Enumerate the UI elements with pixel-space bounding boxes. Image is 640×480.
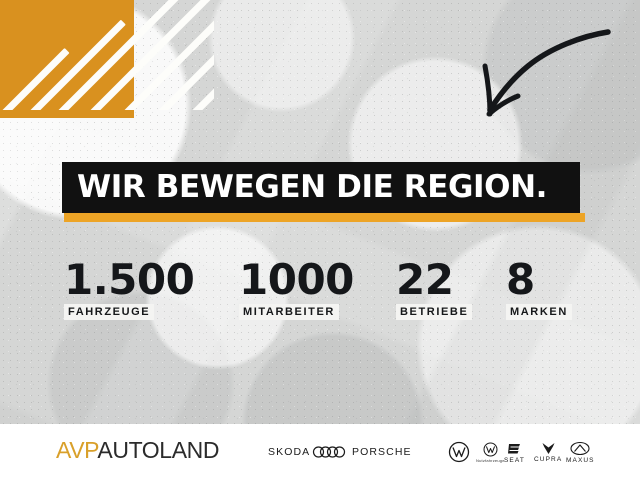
stat-label: MARKEN	[506, 304, 572, 320]
stats-row: 1.500 FAHRZEUGE 1000 MITARBEITER 22 BETR…	[64, 258, 584, 328]
stripe	[55, 0, 181, 110]
skoda-wordmark: SKODA	[268, 446, 311, 458]
stat-number: 22	[396, 255, 454, 304]
stat-number: 1.500	[64, 255, 195, 304]
porsche-logo: PORSCHE	[352, 432, 412, 472]
maxus-wordmark: MAXUS	[566, 456, 595, 464]
stat-number: 8	[506, 255, 535, 304]
brand-logo-row: SKODA PORSCHE	[268, 432, 634, 472]
stat-label: MITARBEITER	[239, 304, 339, 320]
audi-rings-icon	[312, 432, 348, 472]
stat-item-mitarbeiter: 1000 MITARBEITER	[239, 258, 354, 320]
avp-logo-word: AUTOLAND	[97, 437, 220, 463]
stat-item-marken: 8 MARKEN	[506, 258, 572, 320]
headline-bar: WIR BEWEGEN DIE REGION.	[62, 162, 580, 213]
stripe	[0, 47, 70, 110]
stripe	[121, 0, 214, 110]
maxus-logo: MAXUS	[566, 432, 595, 472]
diagonal-stripes-decoration	[0, 0, 214, 110]
seat-logo: SEAT	[504, 432, 525, 472]
headline-text: WIR BEWEGEN DIE REGION.	[77, 169, 548, 205]
skoda-logo: SKODA	[268, 432, 310, 472]
volkswagen-logo-icon	[448, 432, 470, 472]
avp-logo-mark: AVP	[56, 437, 98, 463]
stat-label: BETRIEBE	[396, 304, 473, 320]
stat-item-betriebe: 22 BETRIEBE	[396, 255, 473, 320]
seat-wordmark: SEAT	[504, 456, 525, 464]
cupra-logo: CUPRA	[534, 432, 562, 472]
vw-nutzfahrzeuge-label: Nutzfahrzeuge	[476, 457, 505, 463]
volkswagen-nutzfahrzeuge-logo: Nutzfahrzeuge	[476, 432, 505, 472]
porsche-wordmark: PORSCHE	[352, 446, 412, 458]
stat-item-fahrzeuge: 1.500 FAHRZEUGE	[64, 255, 195, 320]
stat-number: 1000	[239, 255, 354, 304]
stat-label: FAHRZEUGE	[64, 304, 155, 320]
curved-arrow-icon	[482, 29, 611, 117]
footer-bar: AVPAUTOLAND SKODA PORSCHE	[0, 424, 640, 480]
cupra-wordmark: CUPRA	[534, 456, 563, 463]
headline-orange-accent-bar	[64, 213, 585, 222]
headline-block: WIR BEWEGEN DIE REGION.	[62, 162, 585, 222]
avp-autoland-logo: AVPAUTOLAND	[56, 437, 219, 464]
